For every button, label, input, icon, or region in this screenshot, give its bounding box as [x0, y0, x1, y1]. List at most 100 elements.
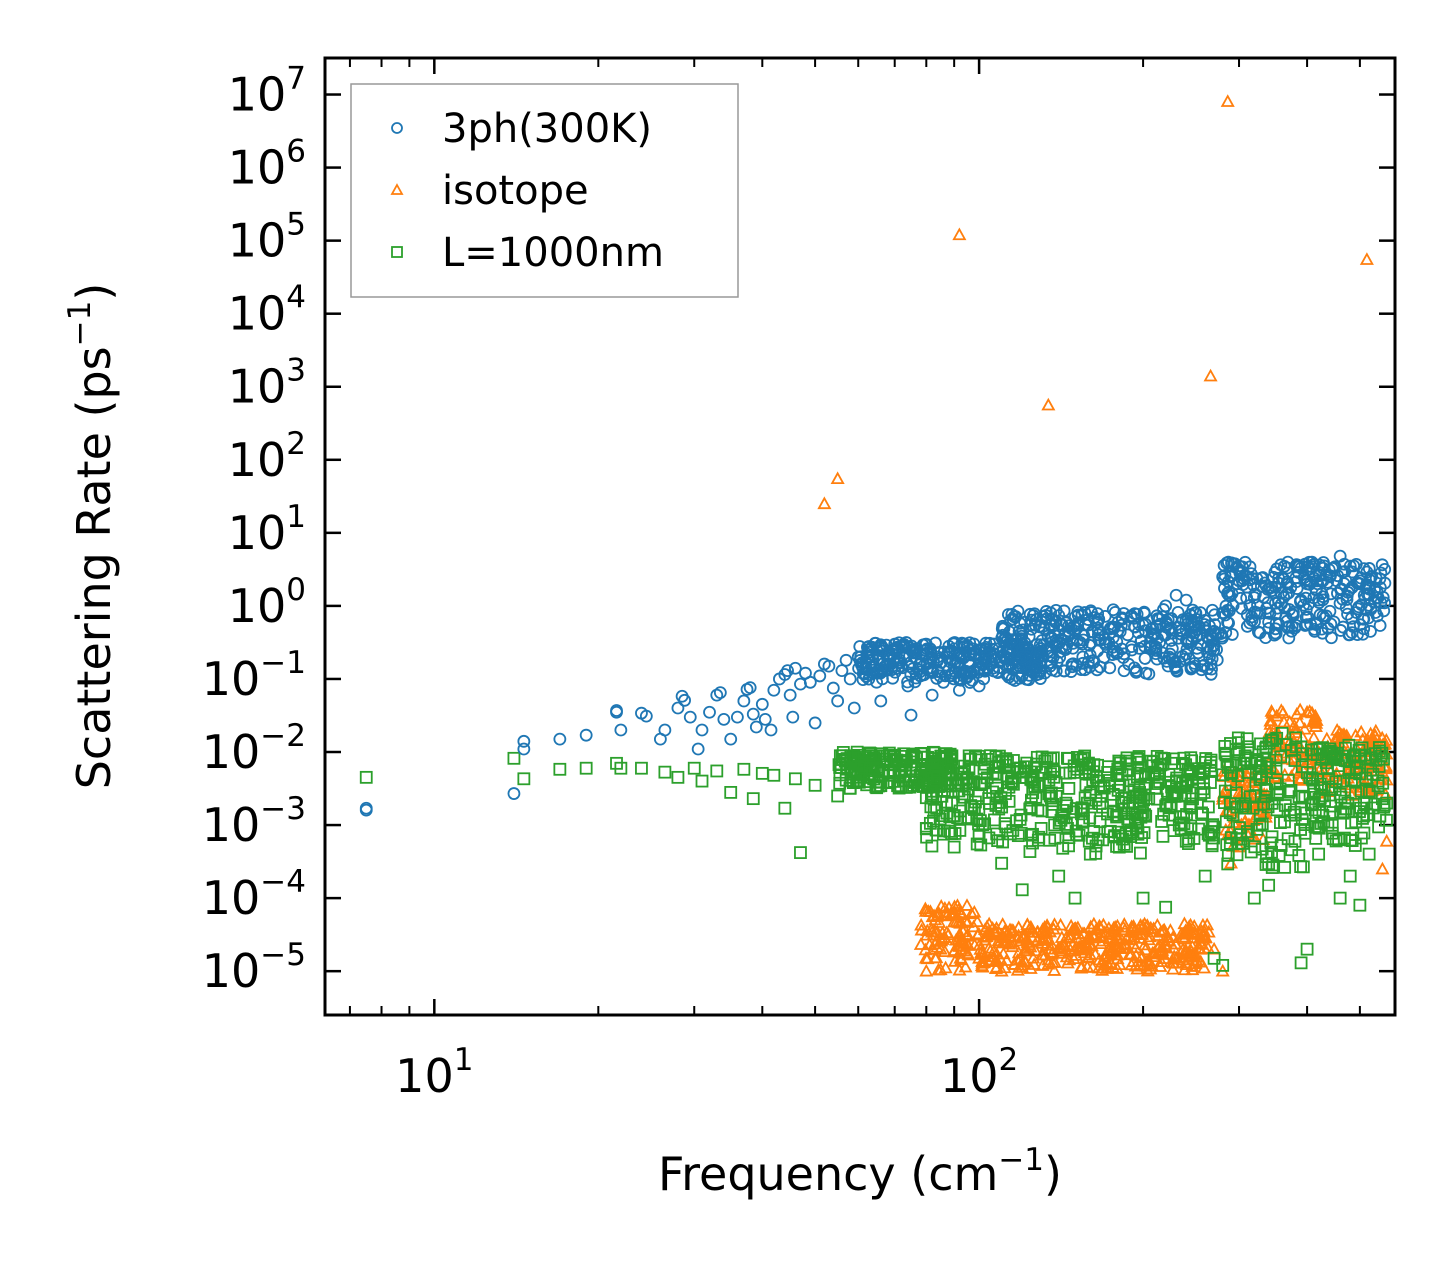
- circle-marker: [749, 720, 763, 734]
- circle-marker: [1018, 615, 1031, 629]
- square-marker: [894, 780, 908, 794]
- square-marker: [915, 765, 928, 779]
- square-marker: [1198, 869, 1212, 883]
- triangle-marker: [1136, 958, 1151, 971]
- triangle-marker: [970, 914, 985, 928]
- triangle-marker: [954, 915, 969, 928]
- circle-marker: [1225, 628, 1239, 641]
- triangle-marker: [914, 917, 929, 931]
- square-marker: [1194, 788, 1208, 801]
- circle-marker: [1285, 624, 1298, 638]
- square-marker: [1024, 801, 1038, 814]
- circle-marker: [1262, 615, 1276, 629]
- triangle-marker: [1197, 941, 1212, 955]
- circle-marker: [1324, 587, 1338, 601]
- triangle-marker: [1040, 932, 1055, 946]
- square-marker: [1155, 815, 1169, 828]
- square-marker: [928, 758, 942, 772]
- circle-marker: [1165, 642, 1179, 656]
- triangle-marker: [1114, 932, 1129, 946]
- circle-marker: [870, 666, 884, 680]
- square-marker: [1288, 754, 1302, 767]
- circle-marker: [1025, 622, 1038, 636]
- circle-marker: [1122, 657, 1136, 671]
- circle-marker: [1345, 565, 1359, 579]
- circle-marker: [856, 673, 870, 687]
- y-tick-label: 102: [228, 426, 306, 487]
- square-marker: [695, 774, 709, 788]
- square-marker: [710, 764, 724, 778]
- triangle-marker: [1336, 727, 1351, 740]
- circle-marker: [1322, 563, 1336, 577]
- circle-marker: [1342, 583, 1356, 597]
- circle-marker: [1015, 650, 1029, 664]
- circle-marker: [1065, 660, 1079, 674]
- triangle-marker: [931, 907, 946, 921]
- square-marker: [972, 802, 986, 816]
- triangle-marker: [1054, 939, 1069, 953]
- square-marker: [953, 824, 967, 837]
- circle-marker: [870, 675, 883, 689]
- circle-marker: [942, 639, 956, 653]
- circle-marker: [1003, 636, 1016, 650]
- triangle-marker: [919, 963, 934, 977]
- square-marker: [978, 817, 992, 831]
- square-marker: [1047, 770, 1061, 784]
- square-marker: [658, 765, 672, 779]
- square-marker: [1310, 742, 1324, 756]
- square-marker: [1241, 766, 1255, 779]
- circle-marker: [1255, 571, 1268, 585]
- circle-marker: [1218, 608, 1232, 622]
- triangle-marker: [1379, 833, 1394, 847]
- square-marker: [1138, 808, 1152, 821]
- triangle-marker: [1135, 918, 1150, 932]
- triangle-marker: [1165, 961, 1180, 975]
- circle-marker: [943, 655, 957, 669]
- square-marker: [831, 789, 845, 803]
- square-marker: [996, 835, 1010, 849]
- square-marker: [1075, 807, 1088, 821]
- square-marker: [1207, 820, 1221, 834]
- circle-marker: [979, 643, 993, 657]
- square-marker: [977, 762, 991, 775]
- circle-marker: [1352, 600, 1366, 614]
- triangle-marker: [1047, 917, 1062, 930]
- circle-marker: [932, 646, 945, 659]
- circle-marker: [1207, 624, 1221, 638]
- circle-marker: [1316, 561, 1330, 575]
- circle-marker: [1005, 633, 1019, 647]
- square-marker: [1338, 802, 1352, 816]
- y-tick-label: 106: [228, 134, 306, 195]
- square-marker: [1147, 768, 1160, 782]
- circle-marker: [1189, 606, 1203, 620]
- square-marker: [1086, 831, 1099, 845]
- circle-marker: [1375, 558, 1389, 572]
- circle-marker: [691, 742, 705, 756]
- square-marker: [1322, 745, 1336, 758]
- triangle-marker: [1263, 717, 1278, 730]
- triangle-marker: [960, 937, 975, 951]
- circle-marker: [1184, 662, 1198, 676]
- square-marker: [1343, 869, 1357, 883]
- x-axis-label: Frequency (cm−1): [658, 1142, 1062, 1201]
- triangle-marker: [830, 471, 845, 485]
- square-marker: [1223, 836, 1237, 850]
- square-marker: [1148, 781, 1162, 795]
- square-marker: [1048, 831, 1062, 845]
- circle-marker: [1313, 608, 1327, 622]
- square-marker: [1259, 741, 1273, 755]
- circle-marker: [1236, 560, 1249, 574]
- square-marker: [1219, 815, 1233, 829]
- triangle-marker: [1088, 947, 1103, 960]
- circle-marker: [1083, 648, 1097, 662]
- triangle-marker: [964, 906, 979, 920]
- square-marker: [1196, 808, 1210, 821]
- triangle-marker: [1368, 723, 1383, 737]
- square-marker: [1253, 809, 1267, 822]
- y-tick-label: 10−5: [202, 937, 306, 998]
- square-marker: [1236, 799, 1250, 813]
- square-marker: [1193, 765, 1207, 779]
- triangle-marker: [933, 941, 948, 955]
- triangle-marker: [946, 944, 961, 958]
